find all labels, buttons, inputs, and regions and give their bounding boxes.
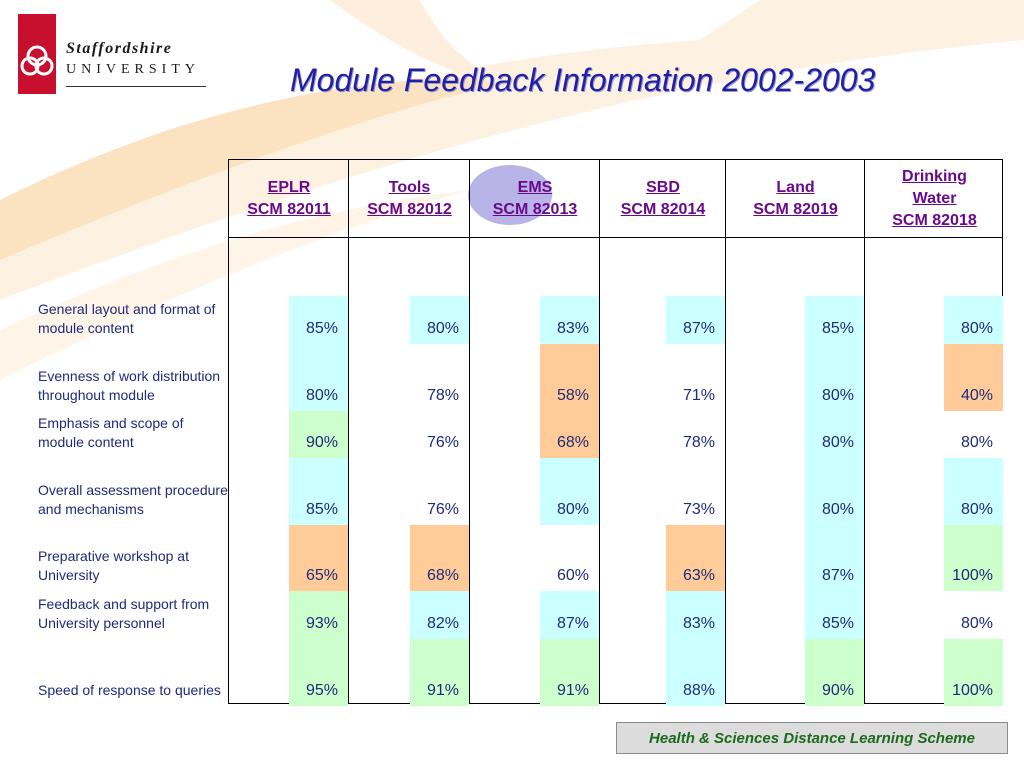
score-cell: 85% <box>805 591 864 639</box>
column-divider <box>348 160 349 703</box>
score-cell: 65% <box>289 525 348 591</box>
score-cell: 71% <box>666 344 725 411</box>
column-divider <box>469 160 470 703</box>
logo-subtitle: UNIVERSITY <box>66 62 200 77</box>
column-header-code[interactable]: SCM 82012 <box>367 200 452 218</box>
row-label: Overall assessment procedure and mechani… <box>38 482 228 517</box>
column-header[interactable]: EPLR SCM 82011 <box>229 160 349 237</box>
score-cell: 68% <box>540 411 599 458</box>
score-cell: 80% <box>805 344 864 411</box>
score-cell: 80% <box>944 296 1003 344</box>
score-cell: 80% <box>944 411 1003 458</box>
score-cell: 80% <box>410 296 469 344</box>
university-logo: Staffordshire UNIVERSITY <box>18 14 208 96</box>
score-cell: 85% <box>805 296 864 344</box>
column-header-name[interactable]: EPLR <box>267 178 311 196</box>
score-cell: 87% <box>805 525 864 591</box>
score-cell: 83% <box>666 591 725 639</box>
feedback-table: EPLR SCM 82011 Tools SCM 82012 EMS SCM 82013 S… <box>228 159 1004 706</box>
score-cell: 83% <box>540 296 599 344</box>
knot-emblem-icon <box>18 14 56 94</box>
page-title: Module Feedback Information 2002-2003 <box>290 62 876 98</box>
score-cell: 76% <box>410 411 469 458</box>
column-header-code[interactable]: SCM 82019 <box>753 200 838 218</box>
score-cell: 87% <box>540 591 599 639</box>
column-header[interactable]: SBD SCM 82014 <box>600 160 726 237</box>
column-header[interactable]: EMS SCM 82013 <box>470 160 600 237</box>
column-divider <box>864 160 865 703</box>
column-header-code[interactable]: SCM 82014 <box>620 200 706 218</box>
score-cell: 100% <box>944 525 1003 591</box>
column-header-name[interactable]: Drinking <box>902 167 967 185</box>
score-cell: 68% <box>410 525 469 591</box>
row-label: Feedback and support from University per… <box>38 596 210 631</box>
column-header-code[interactable]: SCM 82013 <box>492 200 578 218</box>
score-cell: 87% <box>666 296 725 344</box>
score-cell: 85% <box>289 458 348 525</box>
row-label: Speed of response to queries <box>38 681 221 698</box>
column-header-name[interactable]: SBD <box>646 178 680 196</box>
score-cell: 85% <box>289 296 348 344</box>
score-cell: 93% <box>289 591 348 639</box>
score-cell: 40% <box>944 344 1003 411</box>
column-header-code[interactable]: SCM 82011 <box>247 200 331 218</box>
score-cell: 80% <box>944 458 1003 525</box>
score-cell: 58% <box>540 344 599 411</box>
column-header-name[interactable]: EMS <box>517 178 553 196</box>
column-header[interactable]: Land SCM 82019 <box>726 160 865 237</box>
score-cell: 90% <box>289 411 348 458</box>
column-header-code[interactable]: SCM 82018 <box>892 211 977 229</box>
column-header-name-line2[interactable]: Water <box>912 189 957 207</box>
header-divider <box>229 237 1002 238</box>
score-cell: 76% <box>410 458 469 525</box>
score-cell: 91% <box>540 639 599 706</box>
column-divider <box>599 160 600 703</box>
logo-rule <box>66 86 206 87</box>
column-header[interactable]: Tools SCM 82012 <box>349 160 470 237</box>
column-header[interactable]: Drinking Water SCM 82018 <box>865 160 1004 237</box>
score-cell: 88% <box>666 639 725 706</box>
row-label: Preparative workshop at University <box>38 548 189 583</box>
score-cell: 95% <box>289 639 348 706</box>
score-cell: 80% <box>805 411 864 458</box>
logo-name: Staffordshire <box>66 40 173 57</box>
score-cell: 63% <box>666 525 725 591</box>
score-cell: 100% <box>944 639 1003 706</box>
score-cell: 78% <box>410 344 469 411</box>
score-cell: 73% <box>666 458 725 525</box>
score-cell: 60% <box>540 525 599 591</box>
column-header-name[interactable]: Land <box>776 178 815 196</box>
score-cell: 80% <box>944 591 1003 639</box>
row-label: General layout and format of module cont… <box>38 301 216 336</box>
score-cell: 91% <box>410 639 469 706</box>
footer-banner: Health & Sciences Distance Learning Sche… <box>616 722 1008 754</box>
score-cell: 80% <box>805 458 864 525</box>
score-cell: 90% <box>805 639 864 706</box>
column-divider <box>725 160 726 703</box>
row-label: Evenness of work distribution throughout… <box>38 368 221 403</box>
score-cell: 78% <box>666 411 725 458</box>
score-cell: 80% <box>540 458 599 525</box>
column-header-name[interactable]: Tools <box>388 178 431 196</box>
score-cell: 82% <box>410 591 469 639</box>
score-cell: 80% <box>289 344 348 411</box>
row-label: Emphasis and scope of module content <box>38 415 184 450</box>
